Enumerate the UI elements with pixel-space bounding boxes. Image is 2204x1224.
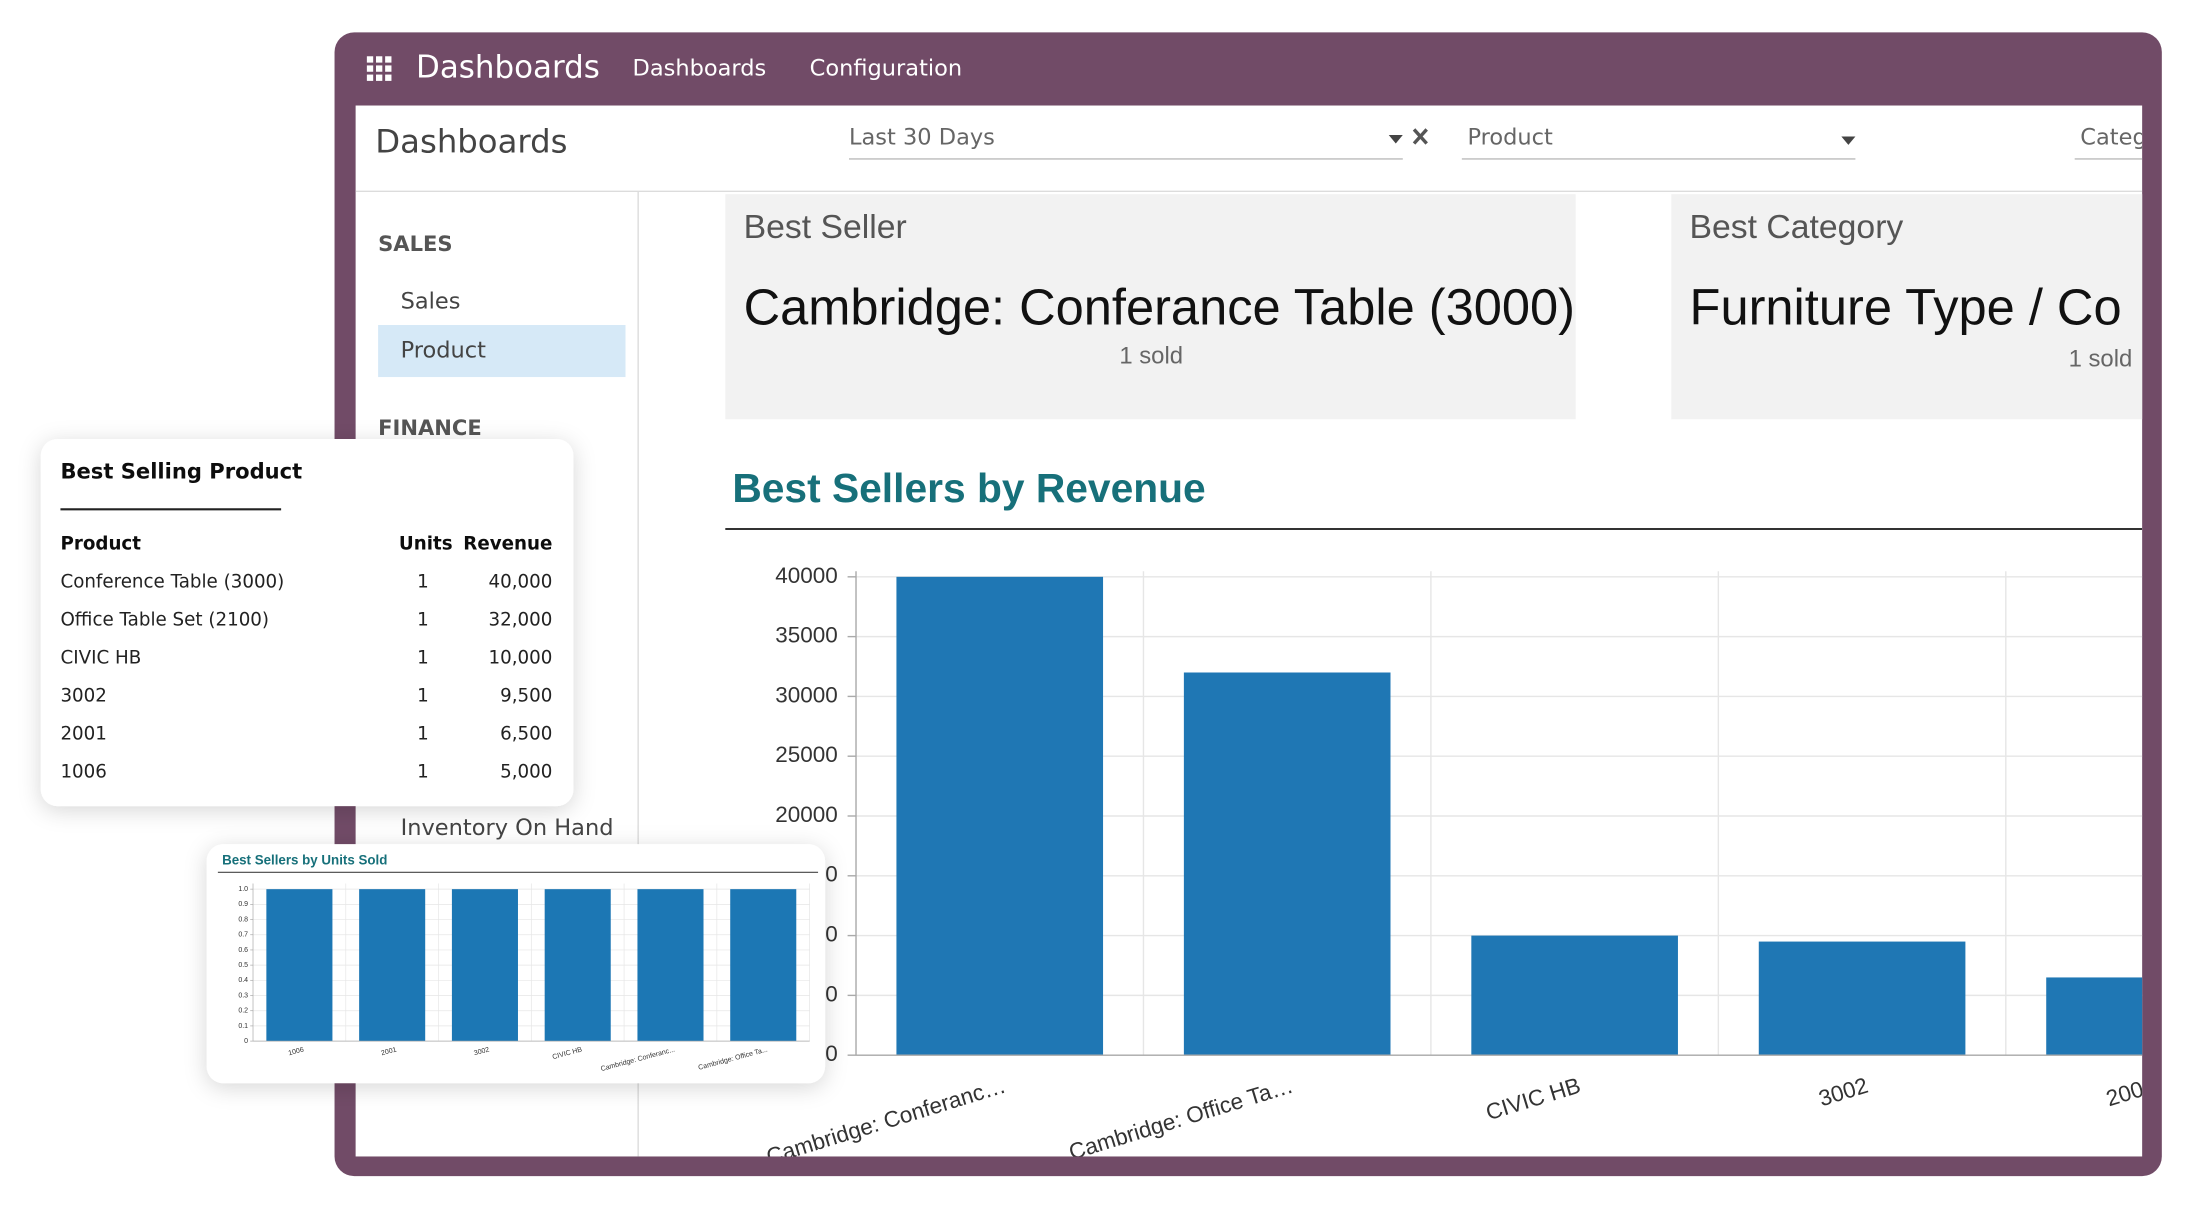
page-title: Dashboards [375, 122, 567, 160]
y-tick-label: 0.6 [238, 947, 248, 954]
sidebar-item[interactable]: Inventory On Hand [401, 815, 614, 841]
y-tick-label: 0.3 [238, 992, 248, 999]
table-cell: 2001 [60, 723, 106, 744]
dropdown-caret[interactable] [1841, 136, 1856, 145]
kpi-title: Best Seller [744, 208, 907, 246]
table-cell: 1 [417, 723, 429, 744]
kpi-title: Best Category [1690, 208, 1904, 246]
table-cell: CIVIC HB [60, 647, 141, 668]
kpi-value: Furniture Type / Co [1690, 278, 2122, 335]
y-tick-label: 0.1 [238, 1023, 248, 1030]
column-header: Units [399, 533, 453, 554]
kpi-subtitle: 1 sold [2069, 345, 2133, 372]
bar [637, 889, 704, 1042]
table-cell: 3002 [60, 685, 106, 706]
table-cell: 5,000 [500, 761, 552, 782]
table-cell: 32,000 [489, 609, 553, 630]
bar [359, 889, 426, 1042]
bar [1471, 935, 1678, 1056]
active-item-highlight [378, 324, 626, 378]
y-tick-label: 0.4 [238, 977, 248, 984]
table-cell: Conference Table (3000) [60, 571, 284, 592]
table-card: Best Selling Product Product Units Revenue C… [40, 438, 574, 807]
table-cell: 1 [417, 761, 429, 782]
apps-icon[interactable] [366, 56, 392, 81]
column-header: Revenue [463, 533, 552, 554]
y-tick-label: 0.8 [238, 916, 248, 923]
content: Best Sellers by Revenue05000100001500020… [355, 122, 2146, 1157]
dropdown-caret[interactable] [1388, 135, 1403, 144]
column-header: Product [60, 533, 141, 554]
table-cell: 1006 [60, 761, 106, 782]
y-tick-label: 0 [244, 1038, 248, 1045]
y-tick-label: 0.7 [238, 932, 248, 939]
y-tick-label: 40000 [775, 563, 838, 588]
table-cell: 6,500 [500, 723, 552, 744]
table-cell: 40,000 [489, 571, 553, 592]
clear-filter[interactable] [1412, 128, 1428, 145]
chart-title: Best Sellers by Revenue [732, 465, 1205, 511]
card-title: Best Selling Product [60, 459, 302, 484]
y-tick-label: 0 [825, 1041, 838, 1066]
table-cell: 1 [417, 609, 429, 630]
filter[interactable]: Product [1467, 124, 1553, 150]
bar [730, 889, 797, 1042]
bar [896, 576, 1104, 1056]
y-tick-label: 0.2 [238, 1008, 248, 1015]
table-cell: 1 [417, 685, 429, 706]
kpi-value: Cambridge: Conferance Table (3000) [744, 278, 1575, 335]
table-cell: Office Table Set (2100) [60, 609, 269, 630]
sidebar-item[interactable]: Product [401, 338, 487, 364]
table-cell: 9,500 [500, 685, 552, 706]
kpi-card [725, 194, 1576, 420]
card-background [40, 438, 574, 807]
chart-title: Best Sellers by Units Sold [222, 853, 387, 868]
bar [266, 889, 333, 1042]
app-name[interactable]: Dashboards [416, 49, 600, 85]
menu-item[interactable]: Configuration [810, 55, 963, 81]
y-tick-label: 20000 [775, 802, 838, 827]
x-tick-label: 3002 [473, 1046, 490, 1057]
x-tick-label: 1006 [288, 1046, 305, 1057]
table-cell: 1 [417, 647, 429, 668]
filter[interactable]: Categ [2080, 124, 2146, 150]
kpi: Best Category Furniture Type / Co 1 sold [1690, 208, 2133, 372]
revenue-chart: Best Sellers by Revenue05000100001500020… [732, 465, 2143, 1156]
bar [544, 889, 611, 1042]
kpi: Best Seller Cambridge: Conferance Table (… [744, 208, 1575, 369]
bar [1758, 941, 1966, 1056]
kpi-card [1671, 194, 2143, 420]
filter[interactable]: Last 30 Days [849, 124, 995, 150]
y-tick-label: 1.0 [238, 886, 248, 893]
bar [2046, 977, 2143, 1056]
x-tick-label: 2001 [380, 1046, 397, 1057]
navbar: Dashboards Dashboards Configuration [416, 49, 962, 85]
y-tick-label: 25000 [775, 742, 838, 767]
bar [451, 889, 518, 1042]
units-chart-card: Best Sellers by Units Sold 0 0.1 0.2 0.3 0.4 0… [206, 844, 826, 1084]
kpi-subtitle: 1 sold [1119, 343, 1183, 370]
y-tick-label: 0.9 [238, 901, 248, 908]
y-tick-label: 30000 [775, 682, 838, 707]
sidebar-item[interactable]: Sales [401, 288, 461, 314]
table-cell: 1 [417, 571, 429, 592]
bar [1183, 672, 1391, 1056]
y-tick-label: 0.5 [238, 962, 248, 969]
table-cell: 10,000 [489, 647, 553, 668]
y-tick-label: 35000 [775, 623, 838, 648]
sidebar-section: SALES [378, 231, 452, 256]
sidebar-section: FINANCE [378, 415, 482, 440]
menu-item[interactable]: Dashboards [633, 55, 767, 81]
